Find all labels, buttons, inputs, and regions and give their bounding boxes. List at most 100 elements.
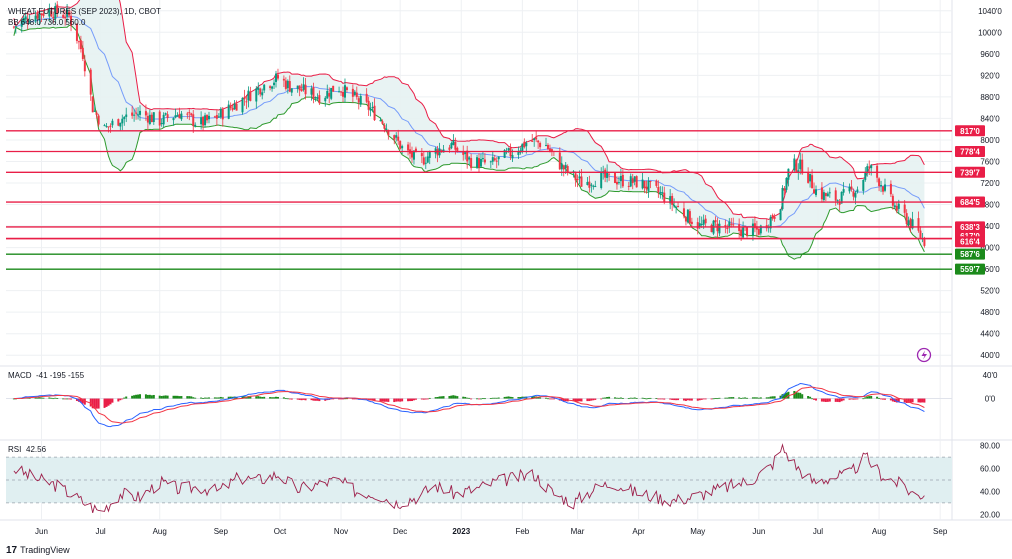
candle[interactable] — [856, 186, 859, 194]
candle[interactable] — [809, 173, 812, 188]
candle[interactable] — [219, 107, 222, 119]
candle[interactable] — [801, 153, 804, 175]
candle[interactable] — [751, 218, 754, 241]
candle[interactable] — [38, 11, 41, 26]
candle[interactable] — [397, 129, 400, 145]
candle[interactable] — [673, 198, 676, 209]
candle[interactable] — [123, 116, 126, 126]
candle[interactable] — [779, 208, 782, 221]
candle[interactable] — [190, 112, 193, 117]
candle[interactable] — [111, 118, 114, 128]
candle[interactable] — [221, 106, 224, 127]
candle[interactable] — [68, 9, 71, 19]
candle[interactable] — [158, 109, 161, 132]
candle[interactable] — [828, 187, 831, 198]
candle[interactable] — [643, 180, 646, 194]
candle[interactable] — [539, 141, 542, 150]
candle[interactable] — [373, 98, 376, 121]
candle[interactable] — [878, 177, 881, 192]
candle[interactable] — [822, 189, 825, 203]
level-badge[interactable] — [955, 221, 985, 233]
candle[interactable] — [576, 174, 579, 188]
candle[interactable] — [186, 111, 189, 119]
candle[interactable] — [231, 103, 234, 112]
candle[interactable] — [310, 85, 313, 101]
candle[interactable] — [338, 86, 341, 93]
candle[interactable] — [206, 114, 209, 124]
candle[interactable] — [815, 185, 818, 198]
candle[interactable] — [523, 138, 526, 149]
rsi-pane[interactable] — [6, 443, 952, 514]
candle[interactable] — [259, 87, 262, 97]
candle[interactable] — [217, 113, 220, 118]
candle[interactable] — [28, 14, 31, 24]
candle[interactable] — [615, 176, 618, 190]
candle[interactable] — [771, 213, 774, 221]
candle[interactable] — [826, 191, 829, 197]
candle[interactable] — [273, 79, 276, 90]
candle[interactable] — [483, 153, 486, 165]
level-badge[interactable] — [955, 263, 985, 275]
candle[interactable] — [66, 4, 69, 22]
candle[interactable] — [848, 183, 851, 194]
candle[interactable] — [200, 111, 203, 130]
candle[interactable] — [77, 40, 80, 50]
candle[interactable] — [797, 163, 800, 180]
candle[interactable] — [517, 146, 520, 160]
candle[interactable] — [125, 107, 128, 123]
candle[interactable] — [393, 134, 396, 145]
candle[interactable] — [117, 118, 120, 127]
candle[interactable] — [690, 217, 693, 228]
candle[interactable] — [357, 95, 360, 110]
candle[interactable] — [834, 187, 837, 206]
candle[interactable] — [909, 217, 912, 233]
candle[interactable] — [257, 82, 260, 96]
candle[interactable] — [919, 226, 922, 240]
candle[interactable] — [769, 214, 772, 233]
candle[interactable] — [119, 122, 122, 132]
candle[interactable] — [641, 172, 644, 190]
candle[interactable] — [657, 180, 660, 198]
level-badge[interactable] — [955, 166, 985, 178]
candle[interactable] — [81, 41, 84, 62]
candle[interactable] — [462, 145, 465, 161]
candle[interactable] — [204, 112, 207, 128]
candle[interactable] — [54, 2, 57, 23]
candle[interactable] — [318, 90, 321, 106]
candle[interactable] — [838, 198, 841, 211]
candle[interactable] — [545, 137, 548, 147]
candle[interactable] — [773, 213, 776, 222]
candle[interactable] — [647, 177, 650, 198]
candle[interactable] — [675, 205, 678, 214]
candle[interactable] — [97, 113, 100, 127]
candle[interactable] — [40, 12, 43, 22]
candle[interactable] — [686, 208, 689, 224]
candle[interactable] — [133, 108, 136, 122]
candle[interactable] — [332, 85, 335, 92]
candle[interactable] — [353, 89, 356, 97]
candle[interactable] — [757, 227, 760, 236]
candle[interactable] — [381, 119, 384, 125]
candle[interactable] — [52, 11, 55, 24]
candle[interactable] — [410, 146, 413, 163]
candle[interactable] — [371, 101, 374, 113]
candle[interactable] — [178, 107, 181, 119]
candle[interactable] — [192, 109, 195, 133]
candle[interactable] — [131, 105, 134, 119]
candle[interactable] — [466, 145, 469, 169]
candle[interactable] — [503, 149, 506, 159]
candle[interactable] — [590, 182, 593, 193]
candle[interactable] — [229, 102, 232, 111]
candle[interactable] — [903, 200, 906, 217]
candle[interactable] — [34, 10, 37, 24]
candle[interactable] — [359, 93, 362, 108]
candle[interactable] — [215, 109, 218, 126]
candle[interactable] — [746, 226, 749, 238]
candle[interactable] — [144, 104, 147, 121]
candle[interactable] — [726, 224, 729, 234]
candle[interactable] — [635, 175, 638, 188]
candle[interactable] — [261, 88, 264, 100]
candle[interactable] — [330, 87, 333, 101]
candle[interactable] — [233, 100, 236, 110]
candle[interactable] — [684, 215, 687, 226]
